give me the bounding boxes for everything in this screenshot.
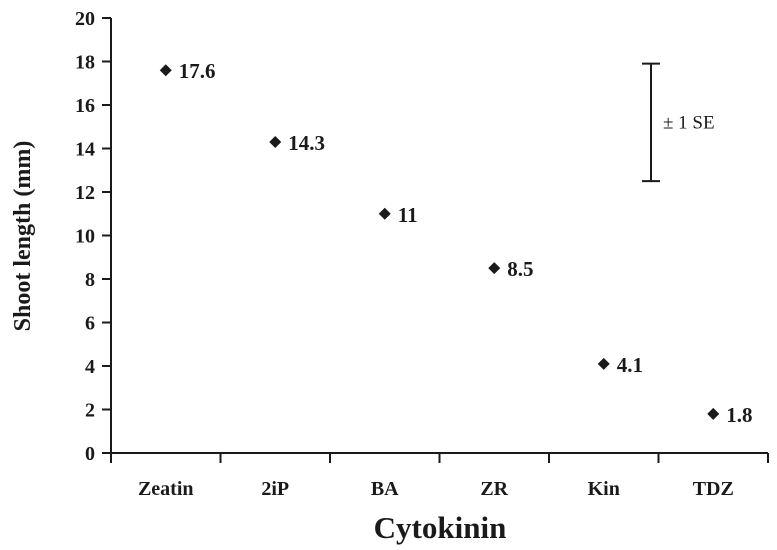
y-tick-label: 18 bbox=[75, 52, 95, 74]
data-label: 8.5 bbox=[507, 257, 533, 281]
y-tick-label: 4 bbox=[85, 356, 95, 378]
y-tick-label: 16 bbox=[75, 95, 95, 117]
data-label: 14.3 bbox=[288, 131, 325, 155]
x-tick-label: 2iP bbox=[261, 478, 289, 500]
y-tick-label: 14 bbox=[75, 139, 95, 161]
x-tick-label: Zeatin bbox=[138, 478, 194, 500]
y-tick-label: 6 bbox=[85, 313, 95, 335]
x-ticks: Zeatin 2iP BA ZR Kin TDZ bbox=[110, 453, 769, 500]
data-point bbox=[488, 262, 501, 275]
data-points: 17.6 14.3 11 8.5 4.1 1.8 bbox=[159, 59, 753, 427]
data-label: 11 bbox=[398, 203, 418, 227]
x-tick-label: BA bbox=[371, 478, 399, 500]
x-tick-label: ZR bbox=[480, 478, 508, 500]
x-tick-label: Kin bbox=[588, 478, 620, 500]
data-label: 17.6 bbox=[179, 59, 216, 83]
data-label: 4.1 bbox=[617, 353, 643, 377]
se-bar-label: ± 1 SE bbox=[663, 112, 715, 133]
y-axis-title: Shoot length (mm) bbox=[10, 141, 36, 332]
standard-error-bar: ± 1 SE bbox=[642, 62, 715, 183]
x-axis-title: Cytokinin bbox=[374, 510, 507, 545]
y-tick-label: 0 bbox=[85, 443, 95, 465]
axes bbox=[110, 18, 768, 454]
data-point bbox=[707, 407, 720, 420]
data-point bbox=[269, 135, 282, 148]
data-point bbox=[159, 64, 172, 77]
data-point bbox=[378, 207, 391, 220]
data-point bbox=[597, 357, 610, 370]
y-ticks: 0 2 4 6 8 10 12 14 16 18 20 bbox=[75, 8, 111, 465]
y-tick-label: 8 bbox=[85, 269, 95, 291]
y-tick-label: 10 bbox=[75, 226, 95, 248]
y-tick-label: 12 bbox=[75, 182, 95, 204]
y-tick-label: 20 bbox=[75, 8, 95, 30]
y-tick-label: 2 bbox=[85, 400, 95, 422]
x-tick-label: TDZ bbox=[693, 478, 734, 500]
data-label: 1.8 bbox=[726, 403, 752, 427]
